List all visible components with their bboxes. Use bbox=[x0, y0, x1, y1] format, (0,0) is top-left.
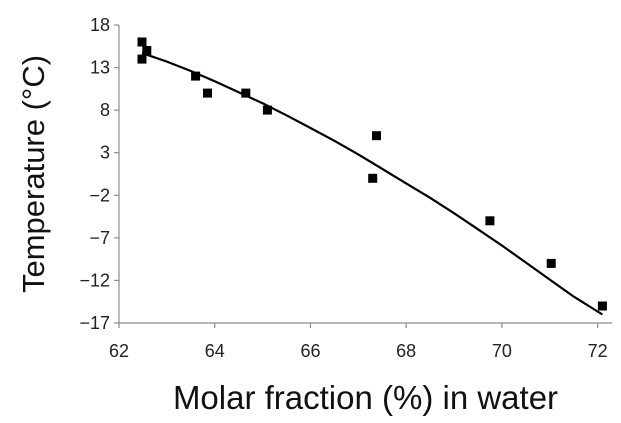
data-point bbox=[485, 216, 495, 226]
x-axis-title: Molar fraction (%) in water bbox=[173, 379, 558, 416]
data-point bbox=[262, 105, 272, 115]
data-point bbox=[372, 131, 381, 141]
y-tick-label: −2 bbox=[89, 185, 110, 205]
axes: 18 13 8 3 −2 −7 −12 −17 62 64 66 68 70 72 bbox=[79, 15, 612, 361]
trendline bbox=[141, 52, 603, 316]
x-tick-label: 70 bbox=[492, 341, 512, 361]
y-axis-title: Temperature (°C) bbox=[16, 55, 51, 293]
data-point bbox=[597, 301, 607, 311]
x-tick-label: 72 bbox=[588, 341, 608, 361]
data-point bbox=[241, 88, 251, 98]
data-point bbox=[368, 173, 378, 183]
data-point bbox=[203, 88, 212, 98]
y-tick-label: 18 bbox=[90, 15, 110, 35]
y-tick-label: 8 bbox=[100, 100, 110, 120]
data-point bbox=[546, 258, 556, 268]
trendline-layer bbox=[141, 52, 603, 316]
y-tick-label: −17 bbox=[79, 313, 110, 333]
y-tick-label: 13 bbox=[90, 58, 110, 78]
x-tick-label: 68 bbox=[396, 341, 416, 361]
data-point bbox=[191, 71, 201, 81]
y-tick-label: −12 bbox=[79, 270, 110, 290]
data-points bbox=[137, 37, 607, 311]
y-tick-label: 3 bbox=[100, 143, 110, 163]
data-point bbox=[142, 46, 152, 55]
x-tick-label: 64 bbox=[205, 341, 225, 361]
data-point bbox=[137, 37, 147, 47]
x-tick-label: 66 bbox=[300, 341, 320, 361]
x-tick-label: 62 bbox=[109, 341, 129, 361]
y-tick-label: −7 bbox=[89, 228, 110, 248]
data-point bbox=[137, 54, 147, 64]
